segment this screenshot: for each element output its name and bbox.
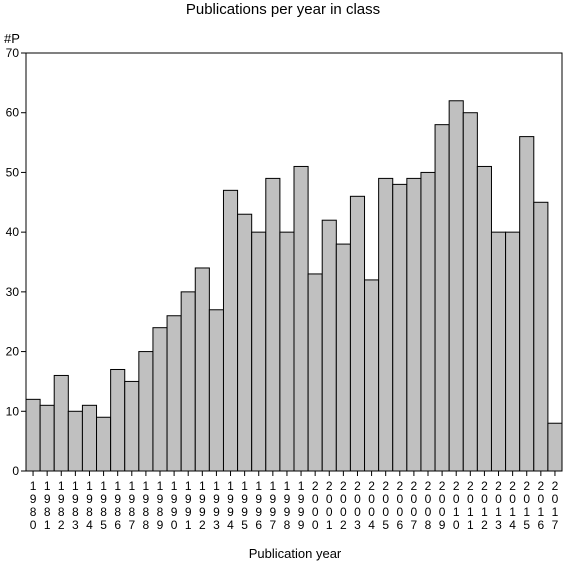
bar-1980 — [25, 398, 41, 472]
y-tick-label: 50 — [6, 165, 20, 179]
bar-2000 — [307, 273, 323, 472]
bar-2016 — [533, 201, 549, 472]
bar-1983 — [67, 410, 83, 472]
bar-2010 — [448, 100, 464, 472]
y-axis-label: #P — [4, 31, 20, 46]
bar-1999 — [293, 165, 309, 472]
bar-1989 — [152, 327, 168, 472]
bar-1988 — [138, 351, 154, 472]
bar-2017 — [547, 422, 563, 472]
plot-frame — [25, 52, 563, 472]
bar-1982 — [53, 374, 69, 472]
bar-2003 — [349, 195, 366, 472]
bar-1996 — [251, 231, 267, 472]
y-tick-label: 0 — [12, 464, 19, 478]
bar-2014 — [505, 231, 521, 472]
bar-1997 — [265, 177, 281, 472]
bar-2004 — [364, 279, 380, 472]
bar-2009 — [434, 124, 450, 472]
x-axis: 1 9 8 0 1 9 8 1 1 9 8 2 1 9 8 3 1 9 8 4 1 9 8 5 1 9 8 6 1 9 8 7 1 9 8 8 1 9 8 9… — [30, 471, 559, 532]
chart-title: Publications per year in class — [186, 1, 380, 18]
y-tick-label: 40 — [6, 225, 20, 239]
bar-2002 — [335, 243, 351, 472]
bar-2013 — [490, 231, 507, 472]
bar-1984 — [81, 404, 98, 472]
y-tick-label: 60 — [6, 106, 20, 120]
bar-1990 — [166, 315, 182, 472]
bar-2008 — [420, 171, 436, 472]
bar-1986 — [110, 368, 126, 472]
bar-2006 — [392, 183, 408, 472]
bar-2015 — [519, 136, 535, 472]
plot-border — [25, 52, 563, 472]
bar-1981 — [39, 404, 55, 472]
x-axis-label: Publication year — [249, 546, 342, 561]
bar-2005 — [378, 177, 394, 472]
bar-2007 — [406, 177, 422, 472]
bar-1987 — [124, 380, 140, 472]
bar-1993 — [208, 309, 224, 472]
bar-2012 — [476, 165, 492, 472]
bar-2011 — [462, 112, 478, 472]
y-tick-label: 30 — [6, 285, 20, 299]
bar-2001 — [321, 219, 337, 472]
bar-1994 — [222, 189, 239, 472]
y-tick-label: 70 — [6, 46, 20, 60]
bar-1995 — [237, 213, 253, 472]
bars-group — [25, 100, 563, 472]
y-axis: 0 10 20 30 40 50 60 70 — [6, 46, 26, 478]
y-tick-label: 10 — [6, 404, 20, 418]
bar-1985 — [96, 416, 112, 472]
bar-1991 — [180, 291, 196, 472]
y-tick-label: 20 — [6, 345, 20, 359]
bar-1992 — [194, 267, 210, 472]
bar-1998 — [279, 231, 295, 472]
